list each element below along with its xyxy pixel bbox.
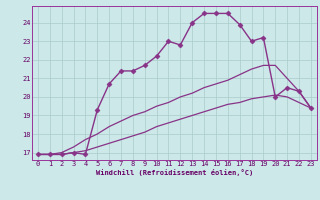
X-axis label: Windchill (Refroidissement éolien,°C): Windchill (Refroidissement éolien,°C) [96,169,253,176]
